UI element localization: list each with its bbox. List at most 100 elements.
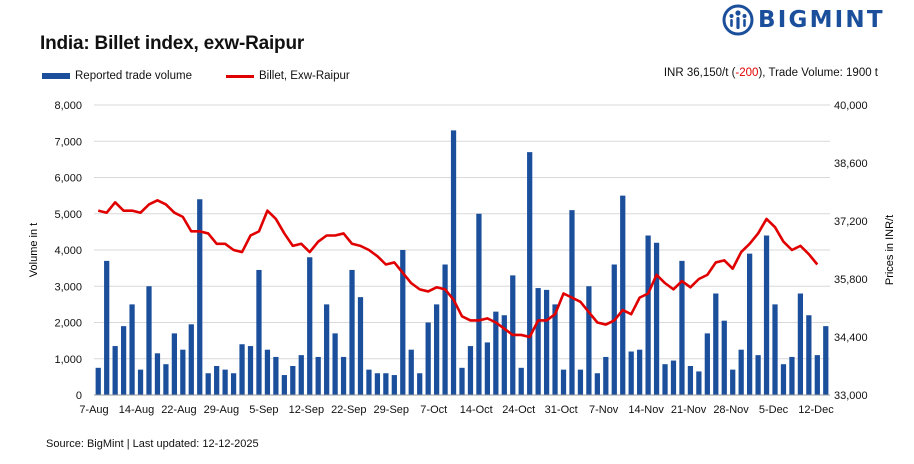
volume-bar [340,356,347,395]
volume-bar [281,375,287,395]
y-left-axis-label: Volume in t [28,223,40,277]
y-left-tick-label: 7,000 [54,136,82,148]
legend-swatch-price [225,74,254,78]
volume-bar [307,257,313,395]
y-right-axis-label: Prices in INR/t [884,215,896,285]
volume-bar [230,373,237,395]
volume-bar [188,324,194,395]
volume-bar [264,349,271,395]
volume-bar [366,369,372,396]
y-left-tick-label: 2,000 [54,318,82,330]
gridlines [94,104,830,360]
volume-bar [738,349,744,395]
volume-bar [400,250,406,395]
volume-bar [823,326,829,396]
x-tick-label: 14-Oct [460,404,493,416]
price-summary-prefix: INR 36,150/t ( [663,67,736,79]
volume-bar [687,366,694,395]
price-summary: INR 36,150/t (-200), Trade Volume: 1900 … [664,67,878,79]
volume-bar [747,253,753,396]
volume-bar [569,210,575,396]
volume-bar [594,373,600,395]
volume-bar [417,373,423,395]
volume-bar [332,333,338,396]
volume-bar [535,288,541,395]
volume-bar [713,293,719,395]
x-tick-label: 14-Aug [119,404,154,416]
chart-legend: Reported trade volume Billet, Exw-Raipur [42,70,350,82]
volume-bar [357,297,364,396]
y-right-tick-label: 38,600 [834,158,868,170]
x-tick-label: 7-Oct [420,404,447,416]
volume-bar [543,289,550,396]
x-tick-label: 31-Oct [545,404,578,416]
volume-bar [484,342,491,395]
brand-name: BIGMINT [758,7,885,33]
y-right-tick-label: 40,000 [834,100,868,112]
legend-swatch-volume [42,73,70,79]
volume-bar [628,351,634,395]
volume-bar [163,364,169,395]
y-left-tick-label: 4,000 [54,245,82,257]
volume-bar [620,195,626,396]
volume-bar [171,333,177,396]
volume-bar [586,286,592,395]
volume-bar [324,304,330,396]
y-left-tick-label: 8,000 [54,100,82,112]
volume-bar [637,349,643,395]
y-right-tick-label: 33,000 [834,390,868,402]
y-right-tick-label: 34,400 [834,332,868,344]
volume-bar [391,375,397,395]
source-note: Source: BigMint | Last updated: 12-12-20… [46,438,259,450]
volume-bar [797,293,804,395]
volume-bar [730,369,736,396]
volume-bar [434,304,440,396]
brand-logo: BIGMINT [722,4,885,36]
volume-bar [789,356,795,395]
volume-bar [459,367,465,395]
y-right-tick-label: 37,200 [834,216,868,228]
x-tick-label: 24-Oct [502,404,535,416]
volume-bar [755,355,761,396]
volume-bar [180,349,186,395]
volume-bar [120,326,127,396]
volume-bar [154,353,161,395]
volume-bar [763,235,770,395]
volume-bar [611,264,617,395]
price-line [97,198,819,339]
volume-bar [129,304,135,396]
volume-bar [645,235,651,395]
volume-bar [772,304,778,396]
y-left-tick-label: 5,000 [54,209,82,221]
x-tick-label: 7-Aug [79,404,108,416]
x-tick-label: 29-Sep [374,404,409,416]
volume-bar [256,269,262,395]
volume-bar [814,355,820,396]
volume-bar [349,269,355,395]
volume-bar [222,369,228,396]
volume-bar [721,320,727,395]
volume-bar [315,356,321,395]
volume-bar [425,322,431,395]
y-right-ticks: 33,000 34,400 35,800 37,200 38,600 40,000 [834,100,868,402]
chart-title: India: Billet index, exw-Raipur [40,33,305,54]
volume-bar [137,369,144,396]
volume-bar [95,367,101,395]
x-tick-label: 22-Aug [161,404,196,416]
volume-bar [476,213,482,395]
volume-bar [704,333,710,396]
volume-bar [467,346,474,395]
legend-label-price: Billet, Exw-Raipur [258,70,350,82]
y-left-tick-label: 0 [76,390,82,402]
volume-bar [662,364,668,395]
volume-bar [577,369,584,396]
price-change: -200 [735,67,759,79]
x-tick-label: 21-Nov [671,404,707,416]
y-left-tick-label: 6,000 [54,173,82,185]
volume-bar [450,130,457,396]
x-tick-label: 7-Nov [589,404,619,416]
brand-emblem-icon [722,4,754,36]
x-tick-label: 5-Sep [249,404,278,416]
volume-bar [527,152,533,396]
